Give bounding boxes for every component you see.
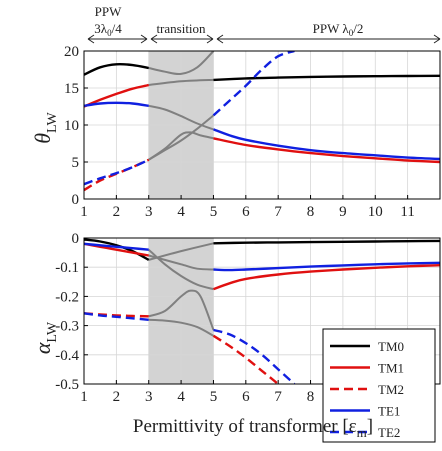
region-annotations: PPW 3λ0/4 transition PPW λ0/2	[87, 4, 441, 44]
legend-label: TM1	[378, 361, 404, 376]
x-tick-label: 1	[80, 389, 88, 405]
series-line-tm1	[213, 137, 440, 164]
x-tick-label: 8	[307, 389, 315, 405]
x-tick-label: 11	[400, 204, 414, 220]
y-tick-label: -0.1	[55, 260, 79, 276]
x-tick-label: 10	[368, 204, 383, 220]
series-line-tm0	[213, 239, 440, 245]
arrow-middle	[150, 34, 214, 44]
x-tick-label: 1	[80, 204, 88, 220]
series-line-te1	[84, 242, 149, 251]
series-line-te2	[84, 158, 150, 186]
x-tick-label: 7	[274, 204, 282, 220]
x-tick-label: 8	[307, 204, 315, 220]
x-tick-label: 2	[113, 204, 121, 220]
arrow-left	[87, 34, 148, 44]
series-line-te1	[213, 261, 440, 272]
series-group	[84, 238, 440, 384]
series-group	[84, 51, 440, 192]
legend-label: TE1	[378, 404, 400, 419]
region-middle: transition	[156, 21, 206, 36]
tick-labels: 1 2 3 4 5 6 7 8 9 10 11 0 5 10 15 20	[64, 44, 415, 220]
legend-entry: TM1	[330, 361, 404, 376]
series-line-te1	[84, 101, 149, 107]
legend: TM0 TM1 TM2 TE1 TE2	[322, 328, 436, 443]
series-line-te2	[84, 312, 149, 321]
legend-entry: TM0	[330, 339, 404, 354]
x-tick-label: 3	[145, 204, 153, 220]
y-axis-label-alpha: αLW	[30, 321, 60, 354]
series-line-transition	[148, 51, 215, 76]
series-line-tm1	[213, 264, 440, 291]
y-tick-label: 0	[72, 231, 80, 247]
series-line-te1	[213, 128, 440, 161]
series-line-tm1	[84, 83, 150, 108]
theta-panel: 1 2 3 4 5 6 7 8 9 10 11 0 5 10 15 20 PPW 3λ0/4 transiti…	[30, 4, 441, 220]
y-tick-label: -0.4	[55, 348, 79, 364]
legend-label: TE2	[378, 425, 400, 440]
x-tick-label: 7	[274, 389, 282, 405]
y-tick-label: 5	[72, 155, 80, 171]
plot-frame	[83, 237, 441, 385]
y-tick-label: -0.3	[55, 319, 79, 335]
series-line-transition	[148, 242, 214, 261]
x-tick-label: 4	[177, 389, 185, 405]
y-tick-label: 15	[64, 81, 79, 97]
y-tick-label: 0	[72, 192, 80, 208]
series-line-transition	[148, 318, 214, 337]
series-line-transition	[148, 131, 214, 161]
arrow-right	[216, 34, 441, 44]
y-tick-label: 20	[64, 44, 79, 60]
legend-entry: TE2	[330, 425, 400, 440]
y-tick-label: -0.2	[55, 289, 79, 305]
region-arrows	[87, 34, 441, 44]
region-left-line2: 3λ0/4	[94, 21, 122, 38]
x-axis-label: Permittivity of transformer [εm]	[133, 416, 373, 440]
series-line-te2	[213, 328, 296, 384]
series-line-te2	[212, 51, 295, 117]
x-tick-label: 2	[113, 389, 121, 405]
x-tick-label: 4	[177, 204, 185, 220]
legend-box	[322, 328, 436, 443]
legend-items: TM0 TM1 TM2 TE1 TE2	[330, 339, 404, 440]
series-line-transition	[148, 248, 214, 291]
region-left-line1: PPW	[95, 4, 122, 19]
y-axis-label-theta: θLW	[30, 111, 60, 143]
series-line-tm0	[84, 63, 149, 76]
x-tick-label: 6	[242, 389, 250, 405]
legend-entry: TE1	[330, 404, 400, 419]
legend-entry: TM2	[330, 382, 404, 397]
x-tick-label: 3	[145, 389, 153, 405]
x-tick-label: 5	[210, 204, 218, 220]
region-right: PPW λ0/2	[313, 21, 364, 38]
legend-label: TM2	[378, 382, 404, 397]
y-tick-label: -0.5	[55, 377, 79, 393]
series-line-transition	[148, 78, 214, 86]
series-line-tm2	[84, 312, 149, 318]
grid	[83, 50, 440, 200]
x-tick-label: 5	[210, 389, 218, 405]
x-tick-label: 6	[242, 204, 250, 220]
x-tick-label: 9	[339, 204, 347, 220]
legend-label: TM0	[378, 339, 404, 354]
y-tick-label: 10	[64, 118, 79, 134]
series-line-tm0	[213, 74, 440, 82]
series-line-transition	[148, 289, 215, 331]
